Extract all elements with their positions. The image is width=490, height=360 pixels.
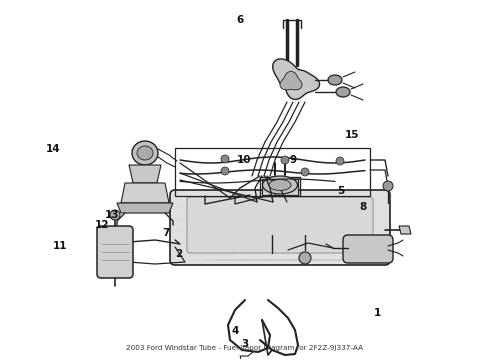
Polygon shape [399, 226, 411, 234]
Polygon shape [121, 183, 169, 203]
Text: 5: 5 [337, 186, 344, 196]
Bar [175, 148, 370, 196]
Circle shape [221, 167, 229, 175]
FancyBboxPatch shape [170, 190, 390, 265]
Circle shape [281, 156, 289, 164]
Polygon shape [273, 59, 319, 99]
Text: 2003 Ford Windstar Tube - Fuel Vapor Diagram for 2F2Z-9J337-AA: 2003 Ford Windstar Tube - Fuel Vapor Dia… [126, 345, 364, 351]
Circle shape [301, 168, 309, 176]
Text: 9: 9 [290, 155, 296, 165]
Text: 10: 10 [237, 155, 251, 165]
Text: 8: 8 [359, 202, 366, 212]
Text: 12: 12 [95, 220, 109, 230]
Text: 6: 6 [237, 15, 244, 25]
Polygon shape [280, 72, 302, 90]
Text: 2: 2 [175, 249, 182, 259]
Text: 14: 14 [46, 144, 60, 154]
Text: 1: 1 [374, 308, 381, 318]
Text: 11: 11 [52, 240, 67, 251]
Ellipse shape [336, 87, 350, 97]
Polygon shape [262, 179, 298, 195]
Polygon shape [129, 165, 161, 183]
FancyBboxPatch shape [97, 226, 133, 278]
Text: 13: 13 [104, 210, 119, 220]
FancyBboxPatch shape [343, 235, 393, 263]
Ellipse shape [137, 146, 153, 160]
Circle shape [299, 252, 311, 264]
Ellipse shape [263, 176, 297, 194]
Circle shape [336, 157, 344, 165]
Polygon shape [117, 203, 173, 213]
Ellipse shape [132, 141, 158, 165]
Text: 7: 7 [162, 228, 170, 238]
Ellipse shape [269, 180, 291, 190]
Text: 4: 4 [231, 326, 239, 336]
Ellipse shape [328, 75, 342, 85]
Circle shape [110, 210, 120, 220]
Circle shape [383, 181, 393, 191]
Text: 15: 15 [344, 130, 359, 140]
FancyBboxPatch shape [187, 197, 373, 253]
Text: 3: 3 [242, 339, 248, 349]
Circle shape [221, 155, 229, 163]
